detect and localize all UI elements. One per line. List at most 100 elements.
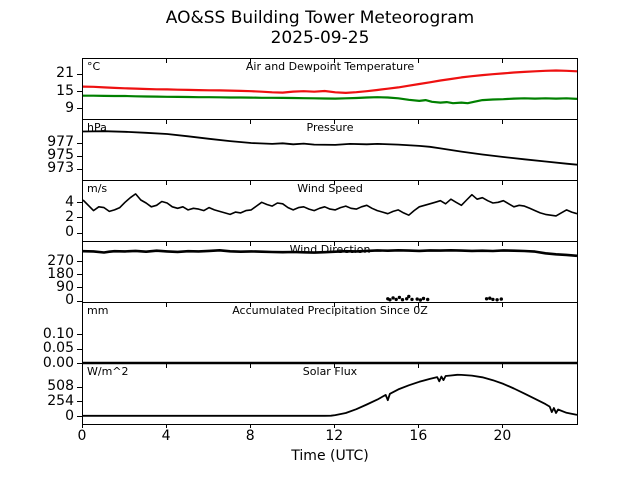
x-tick-mark xyxy=(250,303,252,307)
wind-direction-north-wrapped-dot xyxy=(415,297,419,301)
y-tick-label: 15 xyxy=(56,82,74,99)
x-tick-mark xyxy=(334,364,336,368)
x-tick-label: 0 xyxy=(77,428,87,444)
wind-direction-north-wrapped-dot xyxy=(421,296,426,301)
y-tick-label: 254 xyxy=(47,392,74,409)
y-tick-label: 0.00 xyxy=(42,354,74,371)
plot-pressure xyxy=(82,130,578,166)
panel-title-wind-speed: Wind Speed xyxy=(297,182,363,195)
x-tick-mark xyxy=(502,303,504,307)
y-tick-label: 0 xyxy=(65,224,74,241)
wind-direction-north-wrapped-dot xyxy=(391,296,395,300)
panel-wind-speed: m/s Wind Speed xyxy=(82,180,578,242)
y-tick-label: 975 xyxy=(47,147,74,164)
y-tick-mark xyxy=(77,73,82,75)
wind-direction-north-wrapped-dot xyxy=(407,294,411,299)
x-tick-mark xyxy=(334,303,336,307)
panel-title-pressure: Pressure xyxy=(306,121,354,134)
y-tick-mark xyxy=(77,142,82,144)
y-tick-mark xyxy=(77,287,82,289)
x-tick-mark xyxy=(250,364,252,368)
pressure-line xyxy=(82,130,578,166)
wind-direction-north-wrapped-dot xyxy=(400,298,405,302)
x-tick-mark xyxy=(166,364,168,368)
x-tick-mark xyxy=(502,242,504,246)
y-tick-label: 2 xyxy=(65,208,74,225)
x-tick-mark xyxy=(82,364,83,368)
wind-direction-north-wrapped-dot xyxy=(484,297,489,301)
wind-direction-north-wrapped-dot xyxy=(499,297,503,301)
x-tick-mark xyxy=(166,303,168,307)
y-tick-label: 0.10 xyxy=(42,325,74,342)
panel-pressure: hPa Pressure xyxy=(82,119,578,181)
y-tick-mark xyxy=(77,274,82,276)
y-tick-label: 0.05 xyxy=(42,340,74,357)
y-tick-mark xyxy=(77,155,82,157)
x-tick-mark xyxy=(250,242,252,246)
x-tick-mark xyxy=(334,181,336,185)
wind-direction-line xyxy=(82,249,578,258)
x-tick-mark xyxy=(82,59,83,63)
y-tick-label: 270 xyxy=(47,252,74,269)
wind-speed-line xyxy=(82,193,578,217)
wind-direction-north-wrapped-dot xyxy=(397,295,402,300)
panel-air-and-dewpoint-temperature: °C Air and Dewpoint Temperature xyxy=(82,58,578,120)
y-tick-mark xyxy=(77,217,82,219)
x-tick-label: 20 xyxy=(493,428,512,444)
x-axis-tick-mark xyxy=(502,424,504,428)
panel-solar-flux: W/m^2 Solar Flux xyxy=(82,363,578,425)
figure-title-line2: 2025-09-25 xyxy=(270,28,370,48)
wind-direction-north-wrapped-dot xyxy=(495,298,499,302)
y-tick-label: 90 xyxy=(56,278,74,295)
y-tick-mark xyxy=(77,261,82,263)
x-tick-mark xyxy=(418,242,420,246)
wind-direction-north-wrapped-dot xyxy=(405,297,409,301)
panel-title-precipitation: Accumulated Precipitation Since 0Z xyxy=(232,304,428,317)
y-tick-label: 4 xyxy=(65,193,74,210)
unit-label-ms: m/s xyxy=(87,182,108,195)
x-tick-mark xyxy=(334,242,336,246)
unit-label-wm2: W/m^2 xyxy=(87,365,129,378)
plot-precipitation xyxy=(83,361,577,365)
x-tick-mark xyxy=(418,364,420,368)
x-tick-mark xyxy=(250,181,252,185)
y-tick-mark xyxy=(77,168,82,170)
x-tick-mark xyxy=(82,181,83,185)
panel-title-temperature: Air and Dewpoint Temperature xyxy=(245,60,415,73)
x-axis-tick-mark xyxy=(250,424,252,428)
y-tick-mark xyxy=(77,232,82,234)
y-tick-label: 977 xyxy=(47,134,74,151)
x-axis-tick-mark xyxy=(418,424,420,428)
x-tick-mark xyxy=(334,59,336,63)
y-tick-label: 180 xyxy=(47,265,74,282)
y-tick-label: 0 xyxy=(65,407,74,424)
x-tick-label: 12 xyxy=(325,428,344,444)
unit-label-celsius: °C xyxy=(87,60,101,73)
y-tick-label: 973 xyxy=(47,160,74,176)
y-tick-mark xyxy=(77,386,82,388)
x-tick-mark xyxy=(250,59,252,63)
unit-label-mm: mm xyxy=(87,304,109,317)
y-tick-mark xyxy=(77,202,82,204)
wind-direction-north-wrapped-dot xyxy=(488,296,492,300)
panel-precipitation: mm Accumulated Precipitation Since 0Z xyxy=(82,302,578,365)
y-tick-mark xyxy=(77,91,82,93)
x-tick-mark xyxy=(82,120,83,124)
y-tick-label: 9 xyxy=(65,99,74,116)
wind-direction-north-wrapped-dot xyxy=(394,297,398,302)
x-tick-mark xyxy=(82,303,83,307)
x-tick-mark xyxy=(250,120,252,124)
wind-direction-north-wrapped-dot xyxy=(426,297,430,302)
x-axis-tick-mark xyxy=(166,424,168,428)
plot-temperature xyxy=(82,69,578,105)
x-tick-mark xyxy=(166,120,168,124)
figure-title-line1: AO&SS Building Tower Meteorogram xyxy=(165,8,475,28)
figure-title: AO&SS Building Tower Meteorogram 2025-09… xyxy=(0,8,640,48)
wind-direction-north-wrapped-dot xyxy=(388,298,392,302)
x-tick-mark xyxy=(502,59,504,63)
y-tick-mark xyxy=(77,348,82,350)
x-tick-mark xyxy=(166,242,168,246)
x-tick-mark xyxy=(502,181,504,185)
panel-wind-direction: Wind Direction xyxy=(82,241,578,303)
